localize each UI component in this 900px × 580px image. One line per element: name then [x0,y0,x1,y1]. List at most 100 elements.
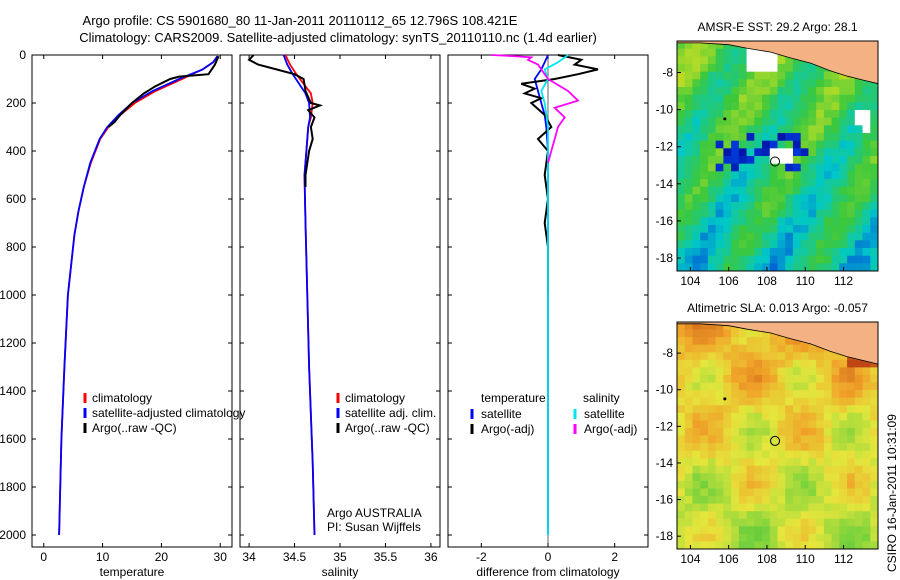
map-cell [677,465,686,474]
map-cell [785,541,794,550]
map-cell [715,156,724,165]
map-cell [707,225,717,234]
map-cell [854,179,864,188]
map-cell [870,156,879,165]
map-cell [700,450,709,459]
map-cell [823,232,833,241]
map-cell [808,533,817,542]
map-cell [746,397,755,406]
map-cell [754,518,763,527]
map-cell [808,390,817,399]
map-cell [754,382,763,391]
map-cell [792,87,802,96]
map-cell [754,87,763,96]
map-cell [823,367,833,376]
y-tick-label: 1800 [0,480,26,494]
map-cell [792,480,802,489]
map-cell [847,156,856,165]
map-cell [777,217,786,226]
map-cell [847,412,856,421]
map-cell [700,71,709,80]
map-cell [769,140,778,149]
map-cell [870,412,879,421]
map-cell [831,390,840,399]
map-cell [785,171,794,180]
map-cell [808,367,817,376]
map-cell [700,102,709,111]
map-cell [723,117,732,126]
map-cell [731,488,740,497]
map-cell [684,480,693,489]
y-tick-label: -18 [656,529,674,543]
map-cell [823,179,833,188]
map-cell [839,503,848,512]
map-cell [839,511,848,520]
map-cell [792,194,802,203]
map-cell [769,225,778,234]
map-cell [746,427,755,436]
map-cell [800,79,809,88]
y-tick-label: 1600 [0,432,26,446]
map-cell [839,209,848,218]
map-cell [831,465,840,474]
map-cell [839,397,848,406]
map-cell [792,263,802,272]
map-cell [839,217,848,226]
map-cell [700,202,709,211]
map-cell [684,435,693,444]
map-cell [870,179,879,188]
map-cell [847,450,856,459]
map-cell [692,443,701,452]
map-cell [746,263,755,272]
map-cell [862,202,871,211]
map-cell [731,110,740,119]
map-cell [746,511,755,520]
map-cell [792,443,802,452]
map-cell [677,458,686,467]
map-cell [816,359,825,368]
map-cell [816,179,825,188]
map-cell [808,412,817,421]
map-cell [684,232,693,241]
map-cell [700,94,709,103]
map-cell [777,125,786,134]
map-cell [723,140,732,149]
map-cell [870,488,879,497]
map-cell [800,194,809,203]
map-cell [816,133,825,142]
map-cell [700,337,709,346]
map-cell [777,397,786,406]
map-cell [839,125,848,134]
map-cell [731,117,740,126]
map-cell [792,156,802,165]
map-cell [816,352,825,361]
map-cell [792,171,802,180]
map-cell [684,511,693,520]
map-cell [762,87,771,96]
map-cell [800,232,809,241]
map-cell [754,217,763,226]
map-cell [715,102,724,111]
map-cell [692,117,701,126]
map-cell [715,465,724,474]
map-cell [746,202,755,211]
series-line [282,54,316,536]
map-cell [731,412,740,421]
map-cell [754,117,763,126]
map-cell [862,110,871,119]
map-cell [785,263,794,272]
map-cell [677,79,686,88]
map-cell [700,344,709,353]
map-cell [785,480,794,489]
map-cell [684,374,693,384]
map-cell [839,102,848,111]
map-cell [785,465,794,474]
map-cell [792,526,802,535]
map-cell [677,102,686,111]
map-cell [847,125,856,134]
series-line [58,55,219,536]
map-cell [684,209,693,218]
x-tick-label: 108 [757,552,777,566]
map-cell [707,503,717,512]
map-cell [715,503,724,512]
